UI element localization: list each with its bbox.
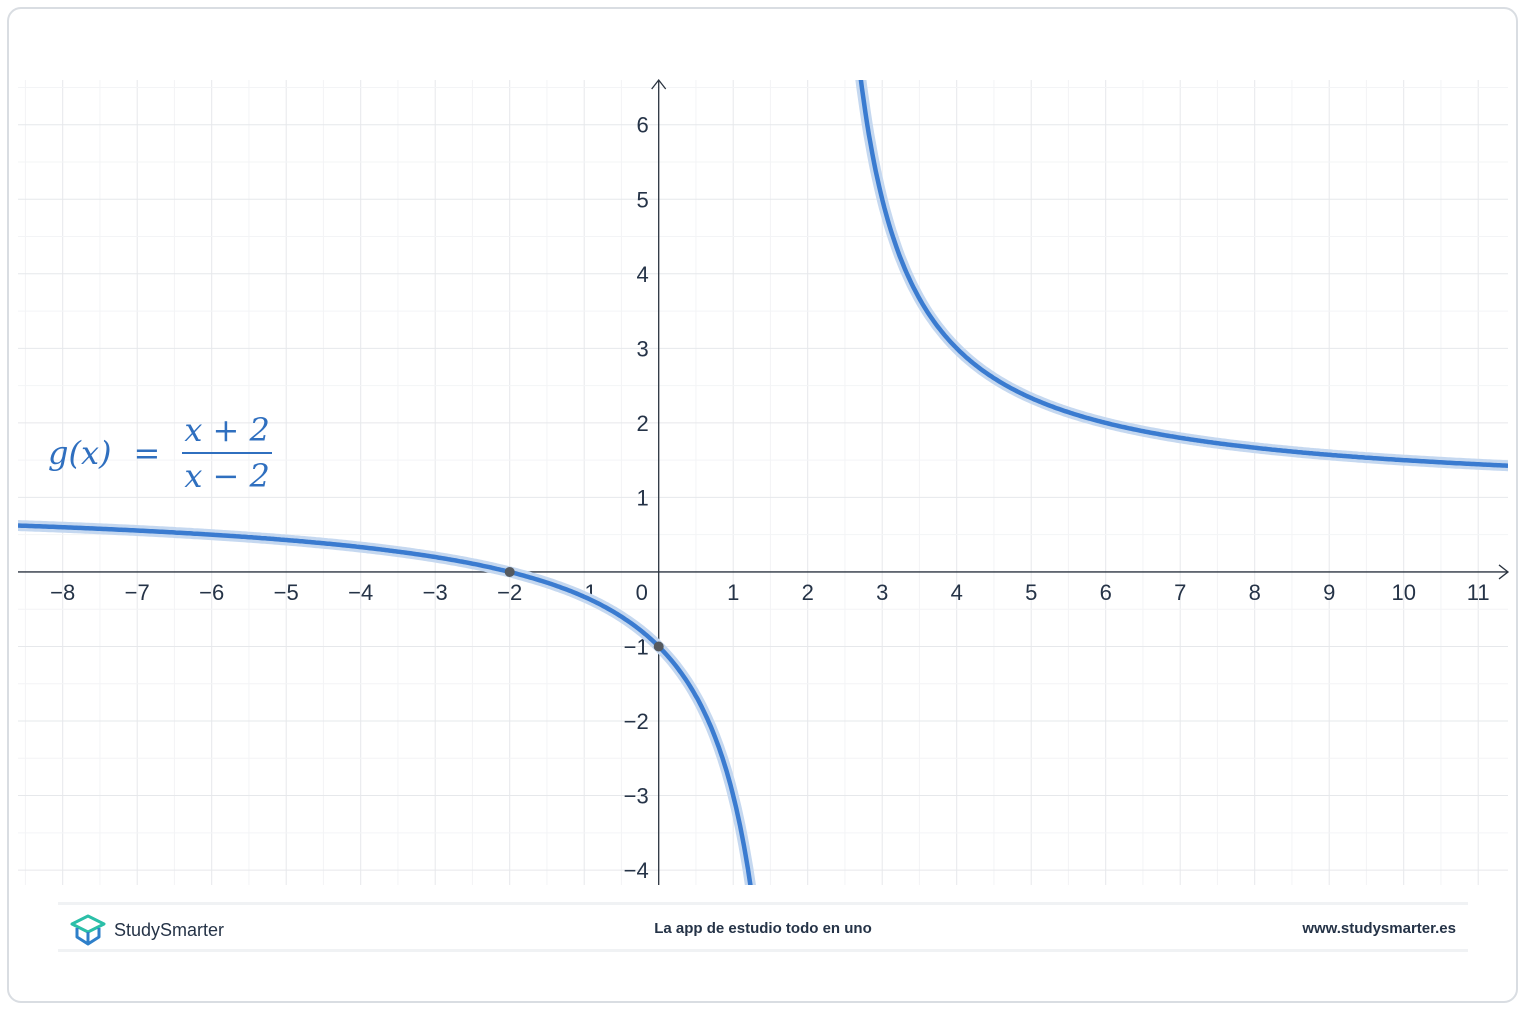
website-link[interactable]: www.studysmarter.es [1302,920,1456,937]
studysmarter-logo-icon [70,914,106,946]
chart-frame [7,7,1518,1003]
x-tick-label: 5 [1025,580,1037,605]
x-tick-label: 6 [1100,580,1112,605]
x-tick-label: 1 [727,580,739,605]
x-tick-label: 0 [636,580,648,605]
y-axis-arrow [651,78,667,90]
formula-lhs: g(x) [48,434,112,472]
formula-equals: = [133,434,161,472]
y-tick-label: −3 [624,784,649,809]
tagline: La app de estudio todo en uno [654,920,872,937]
y-tick-label: 6 [636,113,648,138]
y-tick-label: −4 [624,858,649,883]
intercept-point [653,641,664,652]
x-tick-label: −8 [50,580,75,605]
formula-fraction: x + 2 x − 2 [182,408,272,498]
y-tick-label: 4 [636,262,648,287]
brand-name: StudySmarter [114,919,225,940]
x-tick-label: 11 [1467,580,1490,605]
curve-branch-left [18,523,753,885]
footer: StudySmarter La app de estudio todo en u… [58,902,1468,952]
y-tick-label: 5 [636,187,648,212]
intercept-point [504,566,515,577]
x-tick-label: 3 [876,580,888,605]
curve-halo-right [855,80,1508,472]
x-tick-label: 7 [1174,580,1186,605]
x-tick-label: −7 [125,580,150,605]
x-tick-label: −3 [423,580,448,605]
y-tick-label: 3 [636,336,648,361]
x-tick-label: 9 [1323,580,1335,605]
function-formula: g(x) = x + 2 x − 2 [48,408,272,498]
x-tick-label: 4 [951,580,963,605]
x-tick-label: −5 [274,580,299,605]
x-tick-label: −6 [199,580,224,605]
formula-denominator: x − 2 [184,457,270,495]
curve-group [18,80,1508,885]
x-tick-label: −4 [348,580,373,605]
curve-branch-right [858,80,1508,468]
brand: StudySmarter [68,913,224,947]
formula-numerator: x + 2 [182,408,272,454]
y-tick-label: 2 [636,411,648,436]
x-axis-arrow [1498,564,1510,580]
x-tick-label: −2 [497,580,522,605]
x-tick-label: 10 [1391,580,1415,605]
x-tick-label: 8 [1249,580,1261,605]
y-tick-label: −2 [624,709,649,734]
y-tick-label: 1 [636,485,648,510]
x-tick-label: 2 [802,580,814,605]
